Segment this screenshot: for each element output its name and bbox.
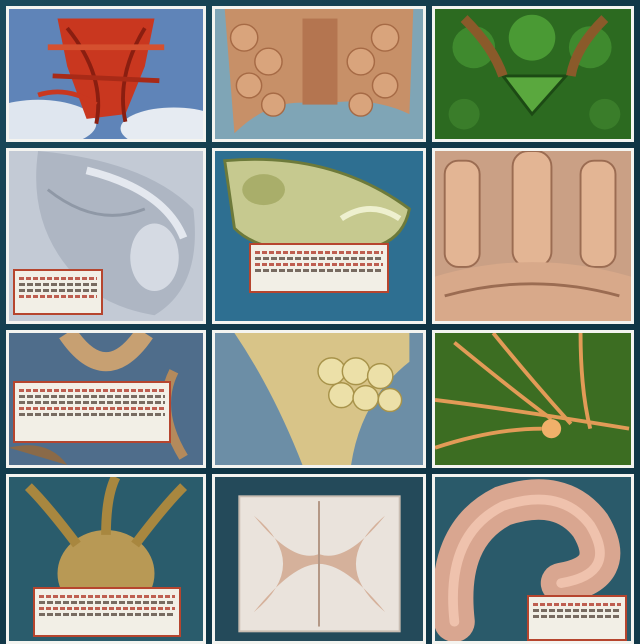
yellow-gland-image — [215, 333, 423, 465]
image-grid — [6, 6, 634, 644]
tile-caption — [13, 381, 171, 443]
nerve-fibers-image — [435, 333, 631, 465]
tile-coiled-intestine — [432, 474, 634, 644]
tile-nerve-fibers — [432, 330, 634, 468]
tile-caption — [33, 587, 181, 637]
tile-tentacle-mass — [6, 474, 206, 644]
tile-yellow-gland — [212, 330, 426, 468]
tile-tan-root — [6, 330, 206, 468]
tile-beige-lobes — [212, 6, 426, 142]
tile-caption — [527, 595, 627, 641]
tile-green-leaf — [432, 6, 634, 142]
tile-caption — [249, 243, 389, 293]
red-vessels-image — [9, 9, 203, 139]
muscle-columns-image — [435, 151, 631, 321]
beige-lobes-image — [215, 9, 423, 139]
tile-butterfly-section — [212, 474, 426, 644]
tile-green-shell — [212, 148, 426, 324]
green-leaf-image — [435, 9, 631, 139]
butterfly-section-image — [215, 477, 423, 641]
tile-grey-organ — [6, 148, 206, 324]
tile-caption — [13, 269, 103, 315]
tile-red-vessels — [6, 6, 206, 142]
tile-muscle-columns — [432, 148, 634, 324]
green-shell-image — [215, 151, 423, 321]
